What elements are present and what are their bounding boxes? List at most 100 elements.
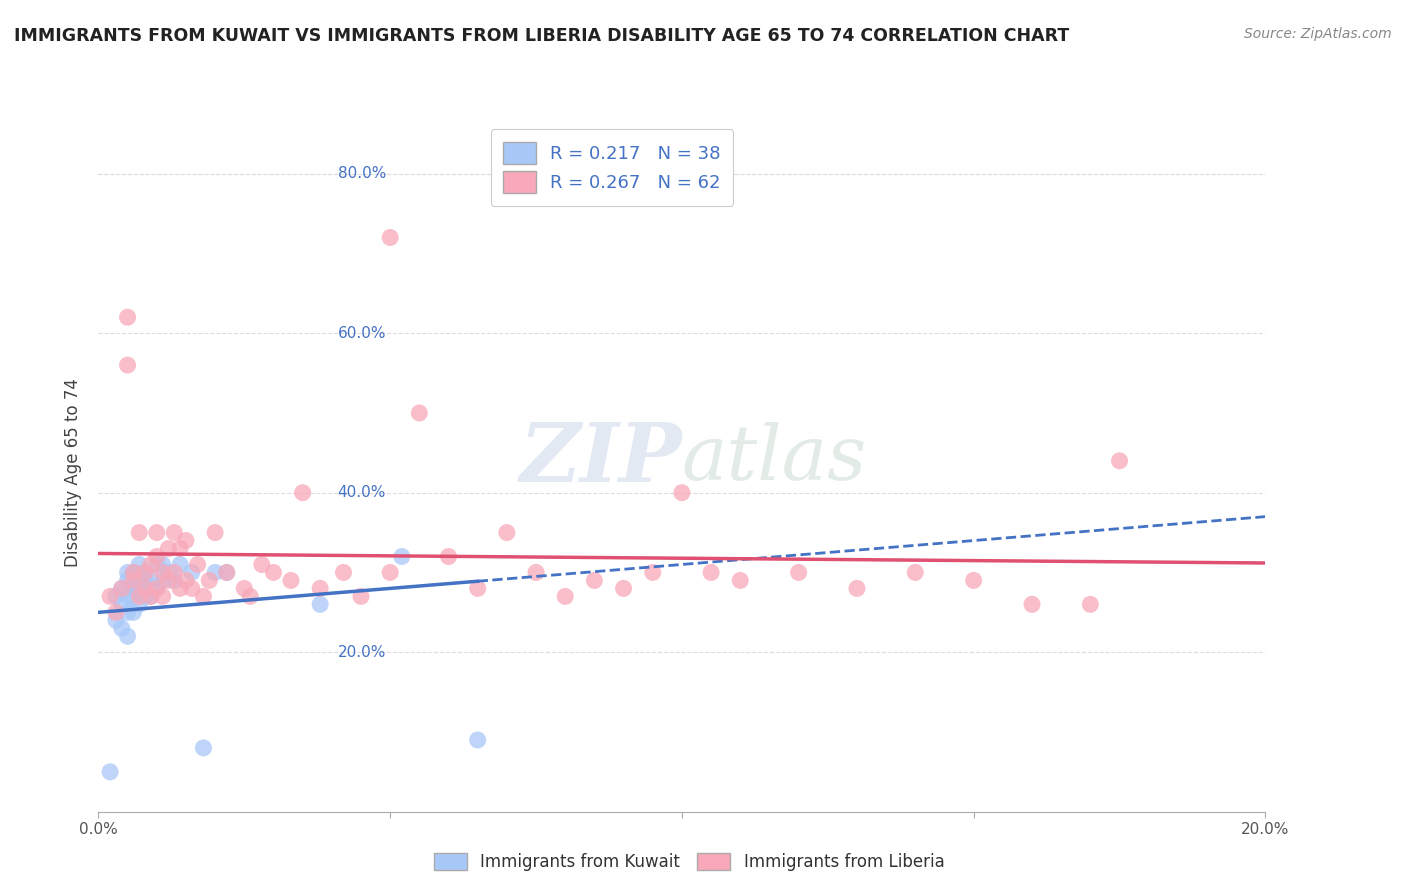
- Point: [350, 590, 373, 604]
- Point: [641, 566, 664, 580]
- Point: [146, 549, 169, 564]
- Point: [157, 541, 180, 556]
- Point: [1021, 598, 1043, 612]
- Point: [128, 582, 150, 596]
- Point: [139, 574, 162, 588]
- Point: [437, 549, 460, 564]
- Point: [728, 574, 751, 588]
- Point: [204, 566, 226, 580]
- Point: [122, 574, 145, 588]
- Legend: Immigrants from Kuwait, Immigrants from Liberia: Immigrants from Kuwait, Immigrants from …: [425, 845, 953, 880]
- Point: [134, 574, 156, 588]
- Point: [495, 525, 517, 540]
- Point: [163, 574, 186, 588]
- Point: [117, 358, 139, 372]
- Point: [111, 582, 134, 596]
- Point: [134, 582, 156, 596]
- Point: [117, 310, 139, 325]
- Point: [104, 605, 127, 619]
- Point: [117, 574, 139, 588]
- Point: [157, 574, 180, 588]
- Point: [134, 590, 156, 604]
- Point: [309, 582, 332, 596]
- Point: [122, 566, 145, 580]
- Text: 60.0%: 60.0%: [337, 326, 387, 341]
- Point: [146, 525, 169, 540]
- Point: [128, 525, 150, 540]
- Point: [146, 582, 169, 596]
- Point: [117, 566, 139, 580]
- Point: [309, 598, 332, 612]
- Point: [122, 566, 145, 580]
- Point: [408, 406, 430, 420]
- Point: [554, 590, 576, 604]
- Point: [117, 605, 139, 619]
- Text: 20.0%: 20.0%: [337, 645, 387, 660]
- Point: [122, 582, 145, 596]
- Point: [280, 574, 302, 588]
- Point: [193, 740, 215, 755]
- Point: [239, 590, 262, 604]
- Text: 40.0%: 40.0%: [337, 485, 387, 500]
- Point: [524, 566, 547, 580]
- Point: [104, 613, 127, 627]
- Point: [152, 590, 174, 604]
- Point: [139, 590, 162, 604]
- Point: [193, 590, 215, 604]
- Point: [98, 590, 121, 604]
- Point: [122, 590, 145, 604]
- Point: [250, 558, 273, 572]
- Point: [163, 525, 186, 540]
- Point: [700, 566, 723, 580]
- Point: [215, 566, 238, 580]
- Point: [139, 558, 162, 572]
- Y-axis label: Disability Age 65 to 74: Disability Age 65 to 74: [65, 378, 83, 567]
- Point: [117, 629, 139, 643]
- Point: [128, 558, 150, 572]
- Point: [378, 566, 402, 580]
- Point: [332, 566, 354, 580]
- Point: [152, 558, 174, 572]
- Point: [139, 590, 162, 604]
- Point: [467, 582, 489, 596]
- Point: [198, 574, 221, 588]
- Point: [122, 605, 145, 619]
- Point: [169, 582, 191, 596]
- Point: [146, 582, 169, 596]
- Point: [180, 566, 202, 580]
- Text: 80.0%: 80.0%: [337, 166, 387, 181]
- Point: [1108, 454, 1130, 468]
- Point: [233, 582, 256, 596]
- Point: [467, 733, 489, 747]
- Point: [174, 574, 197, 588]
- Text: Source: ZipAtlas.com: Source: ZipAtlas.com: [1244, 27, 1392, 41]
- Point: [152, 574, 174, 588]
- Point: [845, 582, 868, 596]
- Point: [291, 485, 314, 500]
- Point: [180, 582, 202, 596]
- Point: [1080, 598, 1102, 612]
- Point: [134, 566, 156, 580]
- Point: [187, 558, 209, 572]
- Point: [671, 485, 693, 500]
- Point: [111, 598, 134, 612]
- Point: [104, 590, 127, 604]
- Text: ZIP: ZIP: [519, 419, 682, 500]
- Point: [962, 574, 984, 588]
- Point: [111, 621, 134, 635]
- Point: [163, 566, 186, 580]
- Text: IMMIGRANTS FROM KUWAIT VS IMMIGRANTS FROM LIBERIA DISABILITY AGE 65 TO 74 CORREL: IMMIGRANTS FROM KUWAIT VS IMMIGRANTS FRO…: [14, 27, 1070, 45]
- Point: [262, 566, 284, 580]
- Point: [157, 566, 180, 580]
- Point: [787, 566, 810, 580]
- Point: [128, 590, 150, 604]
- Point: [117, 590, 139, 604]
- Point: [128, 598, 150, 612]
- Point: [612, 582, 634, 596]
- Point: [134, 566, 156, 580]
- Point: [98, 764, 121, 779]
- Point: [169, 558, 191, 572]
- Point: [904, 566, 927, 580]
- Point: [146, 558, 169, 572]
- Point: [378, 230, 402, 244]
